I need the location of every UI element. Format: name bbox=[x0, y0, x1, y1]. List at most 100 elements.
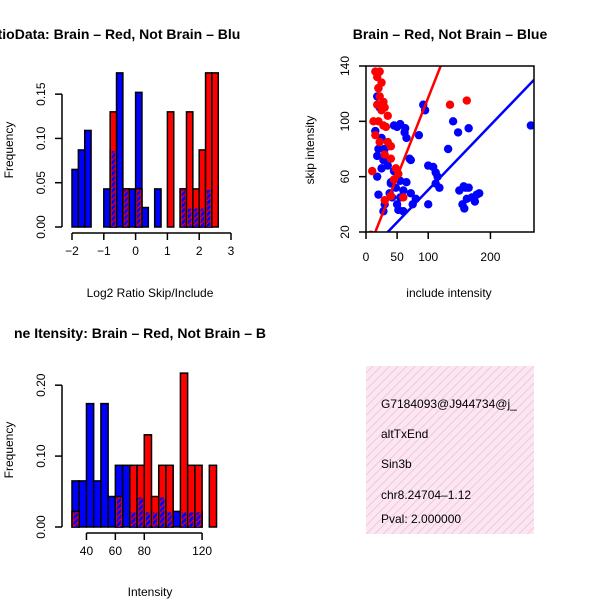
x-tick-label: 100 bbox=[418, 250, 438, 264]
ratio-histogram-bars bbox=[71, 72, 220, 228]
intensity-scatter: Brain – Red, Not Brain – Blue 0 50 100 200 2… bbox=[303, 26, 547, 300]
histogram-bar-overlap bbox=[167, 512, 172, 527]
scatter-point-not-brain bbox=[448, 117, 458, 126]
scatter-point-brain bbox=[462, 96, 471, 105]
y-tick-label: 0.20 bbox=[34, 373, 48, 397]
scatter-point-brain bbox=[375, 137, 384, 147]
scatter-point-brain bbox=[377, 106, 386, 115]
scatter-point-not-brain bbox=[377, 164, 386, 173]
histogram-bar-overlap bbox=[138, 497, 143, 527]
histogram-bar-overlap bbox=[124, 189, 128, 227]
y-tick-label: 0.10 bbox=[34, 444, 48, 468]
scatter-point-not-brain bbox=[470, 197, 480, 206]
histogram-bar-brain bbox=[208, 464, 218, 528]
histogram-bar-overlap bbox=[187, 208, 192, 227]
histogram-bar-not-brain bbox=[115, 72, 124, 228]
scatter-point-brain bbox=[386, 142, 396, 151]
histogram-bar-not-brain bbox=[172, 510, 182, 528]
scatter-point-not-brain bbox=[392, 122, 402, 132]
intensity-histogram: ne Itensity: Brain – Red, Not Brain – B … bbox=[2, 325, 266, 599]
histogram-bar-brain bbox=[211, 72, 220, 228]
histogram-bar-overlap bbox=[181, 189, 185, 227]
histogram-bar-overlap bbox=[145, 512, 150, 527]
scatter-point-brain bbox=[383, 111, 392, 121]
scatter-point-not-brain bbox=[399, 186, 408, 195]
histogram-bar-not-brain bbox=[107, 495, 117, 528]
histogram-bar-overlap bbox=[194, 208, 198, 227]
histogram-bar-not-brain bbox=[71, 168, 80, 228]
scatter-point-not-brain bbox=[443, 144, 453, 154]
scatter-point-not-brain bbox=[373, 151, 382, 161]
histogram-bar-overlap bbox=[181, 512, 187, 527]
x-tick-label: 1 bbox=[164, 244, 171, 258]
scatter-point-brain bbox=[377, 78, 386, 87]
scatter-point-not-brain bbox=[424, 200, 433, 209]
x-tick-label: 200 bbox=[480, 250, 500, 264]
y-tick-label: 0.15 bbox=[34, 82, 48, 106]
histogram-bar-overlap bbox=[73, 512, 78, 527]
y-tick-label: 0.00 bbox=[34, 215, 48, 239]
histogram-bar-overlap bbox=[116, 497, 122, 527]
info-event-id: G7184093@J944734@j_ bbox=[381, 397, 517, 411]
ratio-histogram: RatioData: Brain – Red, Not Brain – Blu … bbox=[0, 26, 240, 300]
histogram-bar-overlap bbox=[196, 512, 201, 527]
info-location: chr8.24704–1.12 bbox=[381, 488, 471, 502]
intensity-scatter-xlabel: include intensity bbox=[406, 286, 491, 300]
scatter-point-brain bbox=[368, 166, 377, 176]
histogram-bar-not-brain bbox=[78, 480, 88, 528]
y-tick-label: 20 bbox=[338, 225, 352, 239]
ratio-histogram-axes: −2 −1 0 1 2 3 0.00 0.05 0.10 0.15 bbox=[34, 82, 235, 258]
x-tick-label: 80 bbox=[138, 544, 152, 558]
scatter-point-not-brain bbox=[475, 189, 484, 198]
histogram-bar-overlap bbox=[160, 497, 165, 527]
regression-line-not-brain bbox=[386, 78, 534, 232]
histogram-bar-not-brain bbox=[100, 402, 109, 528]
scatter-point-not-brain bbox=[406, 155, 415, 165]
scatter-point-not-brain bbox=[402, 133, 411, 143]
intensity-histogram-ylabel: Frequency bbox=[2, 422, 16, 479]
scatter-point-brain bbox=[445, 100, 455, 109]
y-tick-label: 140 bbox=[338, 56, 352, 76]
histogram-bar-overlap bbox=[207, 189, 211, 227]
scatter-point-not-brain bbox=[374, 144, 383, 154]
histogram-bar-not-brain bbox=[92, 480, 102, 528]
histogram-bar-overlap bbox=[200, 208, 205, 227]
x-tick-label: 0 bbox=[132, 244, 139, 258]
histogram-bar-overlap bbox=[131, 512, 136, 527]
scatter-point-not-brain bbox=[402, 178, 411, 187]
intensity-scatter-ylabel: skip intensity bbox=[303, 116, 317, 185]
intensity-histogram-bars bbox=[71, 372, 218, 528]
x-tick-label: 60 bbox=[109, 544, 123, 558]
x-tick-label: −1 bbox=[97, 244, 111, 258]
intensity-scatter-title: Brain – Red, Not Brain – Blue bbox=[353, 26, 548, 42]
scatter-point-not-brain bbox=[464, 124, 473, 133]
y-tick-label: 0.10 bbox=[34, 126, 48, 150]
info-panel: G7184093@J944734@j_ altTxEnd Sin3b chr8.… bbox=[366, 366, 534, 534]
scatter-point-not-brain bbox=[460, 204, 469, 213]
histogram-bar-not-brain bbox=[83, 129, 92, 228]
x-tick-label: 0 bbox=[363, 250, 370, 264]
scatter-point-brain bbox=[399, 193, 408, 202]
scatter-point-not-brain bbox=[414, 130, 424, 140]
scatter-point-not-brain bbox=[526, 121, 534, 130]
x-tick-label: 50 bbox=[390, 250, 404, 264]
ratio-histogram-xlabel: Log2 Ratio Skip/Include bbox=[87, 286, 214, 300]
scatter-point-not-brain bbox=[373, 172, 382, 181]
scatter-point-not-brain bbox=[464, 183, 473, 192]
scatter-point-not-brain bbox=[406, 189, 415, 198]
ratio-histogram-title: RatioData: Brain – Red, Not Brain – Blu bbox=[0, 26, 240, 42]
info-pval: Pval: 2.000000 bbox=[381, 512, 461, 526]
scatter-point-not-brain bbox=[435, 183, 444, 192]
x-tick-label: 40 bbox=[80, 544, 94, 558]
histogram-bar-overlap bbox=[153, 512, 158, 527]
y-tick-label: 100 bbox=[338, 111, 352, 131]
y-tick-label: 0.05 bbox=[34, 171, 48, 195]
intensity-histogram-axes: 40 60 80 120 0.00 0.10 0.20 bbox=[34, 373, 212, 558]
x-tick-label: 2 bbox=[196, 244, 203, 258]
histogram-bar-not-brain bbox=[141, 206, 150, 228]
scatter-point-brain bbox=[381, 122, 391, 132]
intensity-histogram-xlabel: Intensity bbox=[128, 585, 173, 599]
histogram-bar-not-brain bbox=[153, 188, 162, 228]
histogram-bar-not-brain bbox=[77, 149, 86, 228]
info-event-type: altTxEnd bbox=[381, 427, 428, 441]
